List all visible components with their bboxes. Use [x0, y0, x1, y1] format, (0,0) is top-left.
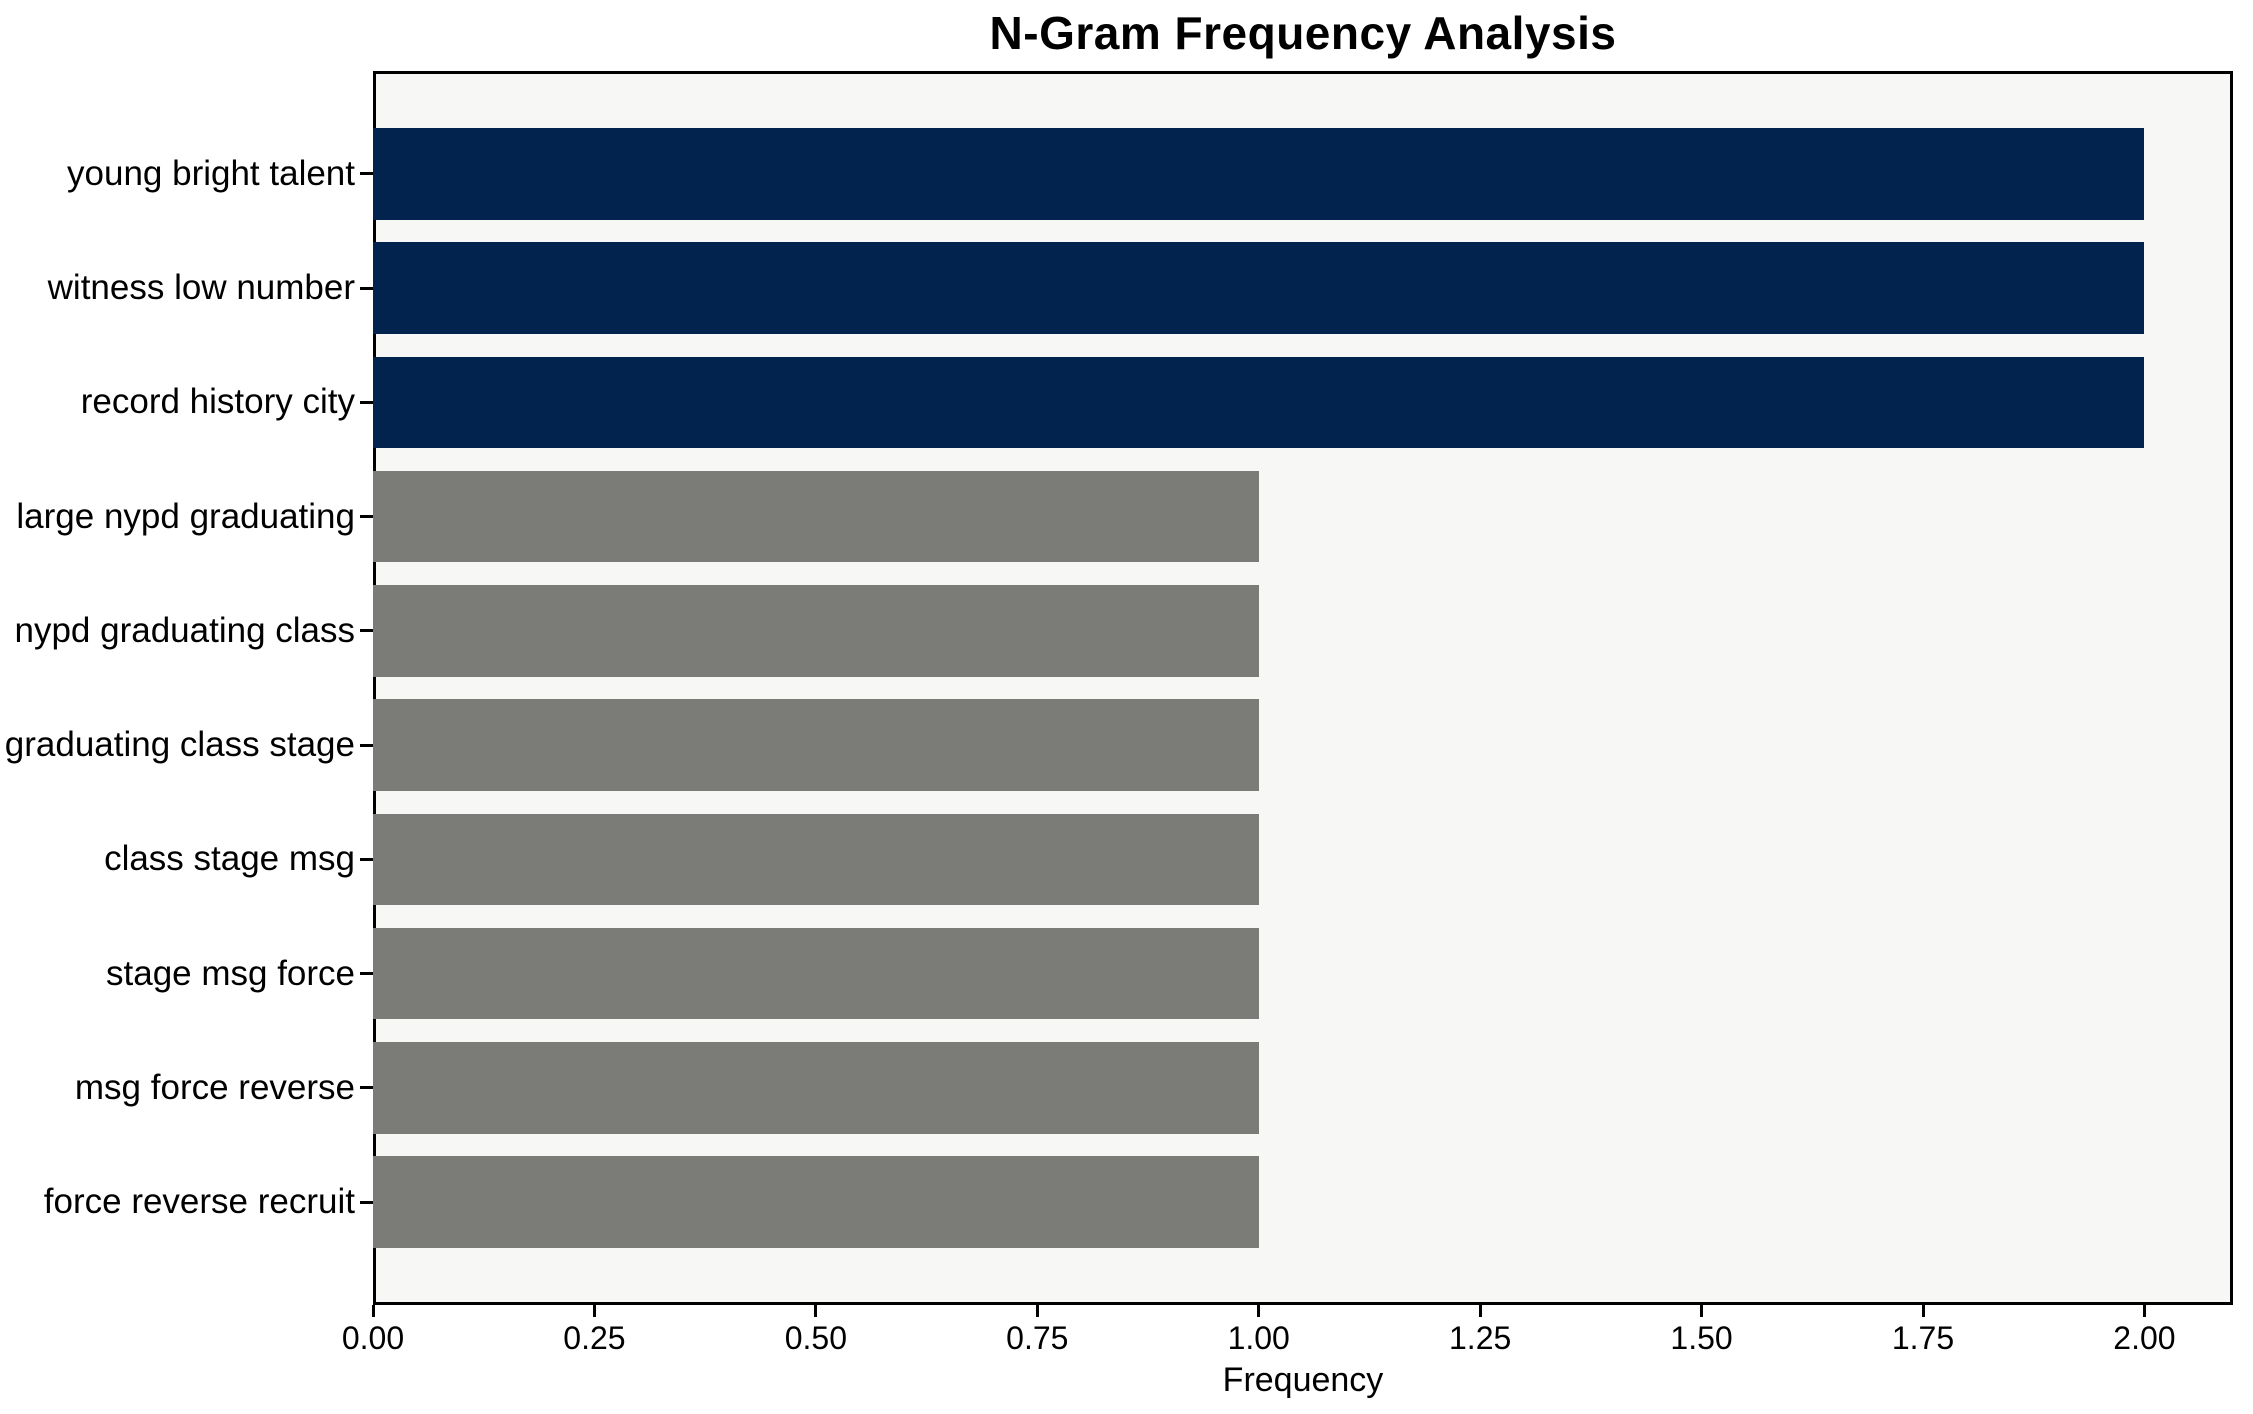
y-tick-label: large nypd graduating	[16, 496, 355, 536]
bar-young-bright-talent	[373, 128, 2145, 220]
bar-record-history-city	[373, 356, 2145, 449]
y-tick-label: nypd graduating class	[14, 610, 356, 650]
x-tick-mark	[2142, 1305, 2146, 1317]
x-tick-mark	[1478, 1305, 1482, 1317]
y-tick-label: stage msg force	[106, 953, 355, 993]
y-tick-mark	[360, 1086, 373, 1090]
bar-stage-msg-force	[373, 927, 1259, 1020]
y-tick-label: young bright talent	[67, 153, 355, 193]
y-tick-label: msg force reverse	[74, 1067, 355, 1107]
y-tick-mark	[360, 515, 373, 519]
y-tick-mark	[360, 743, 373, 747]
x-tick-label: 0.00	[341, 1320, 405, 1356]
bar-msg-force-reverse	[373, 1042, 1259, 1134]
x-tick-label: 1.75	[1891, 1320, 1955, 1356]
y-axis-labels: young bright talent witness low number rec…	[0, 0, 355, 1414]
y-tick-label: witness low number	[47, 268, 355, 308]
bar-class-stage-msg	[373, 813, 1259, 906]
x-tick-label: 1.00	[1227, 1320, 1290, 1356]
x-tick-mark	[814, 1305, 818, 1317]
bar-large-nypd-graduating	[373, 470, 1259, 563]
bar-nypd-graduating-class	[373, 585, 1259, 677]
x-tick-mark	[1921, 1305, 1925, 1317]
y-tick-label: graduating class stage	[4, 725, 355, 765]
x-tick-mark	[592, 1305, 596, 1317]
x-tick-label: 2.00	[2113, 1320, 2176, 1356]
y-tick-mark	[360, 400, 373, 404]
x-tick-label: 0.25	[563, 1320, 626, 1356]
y-tick-mark	[360, 972, 373, 976]
x-tick-label: 0.50	[784, 1320, 847, 1356]
y-tick-label: record history city	[80, 382, 355, 422]
x-tick-mark	[1257, 1305, 1261, 1317]
x-tick-mark	[371, 1305, 375, 1317]
chart-title: N-Gram Frequency Analysis	[989, 7, 1617, 59]
y-tick-label: class stage msg	[104, 839, 355, 879]
y-tick-mark	[360, 1200, 373, 1204]
x-axis-title: Frequency	[1222, 1361, 1384, 1399]
x-tick-label: 1.50	[1670, 1320, 1733, 1356]
x-tick-mark	[1700, 1305, 1704, 1317]
x-tick-mark	[1035, 1305, 1039, 1317]
y-tick-mark	[360, 286, 373, 290]
bar-graduating-class-stage	[373, 699, 1259, 791]
y-tick-mark	[360, 172, 373, 176]
bar-force-reverse-recruit	[373, 1156, 1259, 1248]
x-tick-label: 1.25	[1449, 1320, 1512, 1356]
y-tick-label: force reverse recruit	[43, 1182, 355, 1222]
y-tick-mark	[360, 857, 373, 861]
y-tick-mark	[360, 629, 373, 633]
x-tick-label: 0.75	[1006, 1320, 1069, 1356]
bar-witness-low-number	[373, 242, 2145, 334]
plot-area	[373, 71, 2233, 1305]
